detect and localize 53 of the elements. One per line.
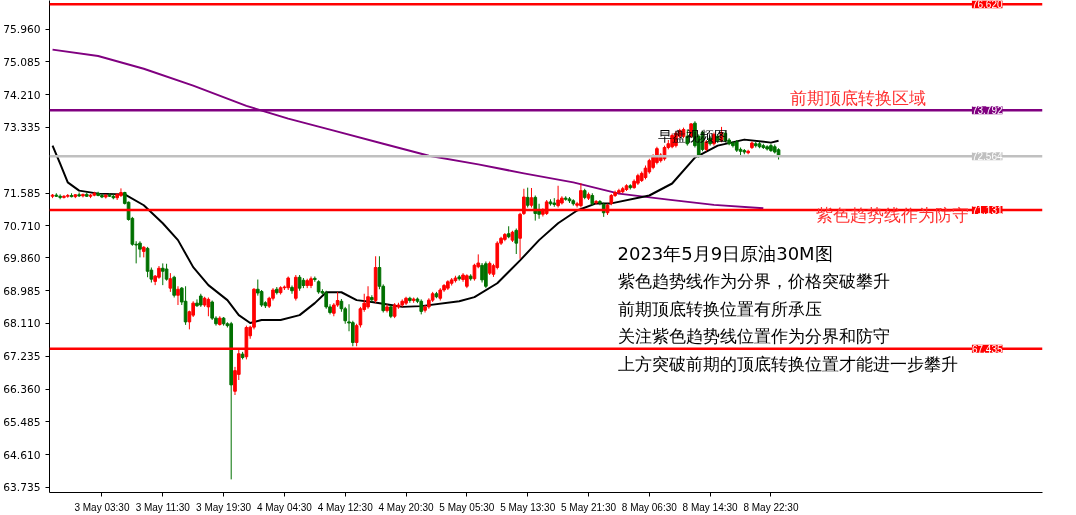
candlestick <box>195 298 199 308</box>
y-tick-label: 75.085 <box>3 55 41 69</box>
x-tick-label: 5 May 21:30 <box>560 501 617 513</box>
y-tick-label: 73.335 <box>3 121 41 135</box>
text: 前期顶底转换区域 <box>789 88 926 108</box>
candlestick <box>484 261 488 289</box>
y-tick-label: 69.860 <box>3 251 41 265</box>
candlestick <box>119 187 123 198</box>
x-tick-label: 8 May 22:30 <box>743 501 799 513</box>
x-tick-label: 5 May 05:30 <box>439 501 495 513</box>
y-tick-label: 67.235 <box>3 350 41 364</box>
x-tick-label: 4 May 12:30 <box>317 501 374 513</box>
x-tick-label: 3 May 03:30 <box>74 501 130 513</box>
y-tick-label: 70.710 <box>3 219 41 233</box>
x-tick-label: 8 May 14:30 <box>682 501 739 513</box>
annotation: 紫色趋势线作为防守 <box>815 205 969 225</box>
candlestick <box>514 228 519 255</box>
y-tick-label: 63.735 <box>3 481 41 495</box>
ref-line-label: 76.620 <box>971 0 1003 11</box>
candlestick <box>290 285 294 295</box>
annotation: 紫色趋势线作为分界，价格突破攀升 <box>617 271 890 291</box>
y-tick-label: 65.485 <box>3 415 41 429</box>
candlestick <box>594 199 598 205</box>
annotation: 上方突破前期的顶底转换位置才能进一步攀升 <box>617 354 958 374</box>
y-tick-label: 66.360 <box>3 383 41 396</box>
x-tick-label: 3 May 19:30 <box>196 501 252 513</box>
candlestick <box>480 262 484 283</box>
x-tick-label: 5 May 13:30 <box>500 501 556 513</box>
ref-line-label: 72.564 <box>971 151 1003 163</box>
y-tick-label: 71.585 <box>3 187 41 201</box>
candlestick <box>58 193 62 200</box>
y-tick-label: 75.960 <box>3 23 41 36</box>
annotation: 2023年5月9日原油30M图 <box>617 242 833 264</box>
ref-line-label: 71.131 <box>971 205 1003 217</box>
candlestick <box>293 274 298 301</box>
candlestick <box>366 285 370 310</box>
y-tick-label: 68.110 <box>3 317 41 331</box>
candlestick <box>172 275 177 298</box>
x-tick-label: 4 May 04:30 <box>256 501 313 513</box>
ref-line-label: 67.435 <box>971 343 1003 355</box>
x-tick-label: 8 May 06:30 <box>621 501 678 513</box>
ref-line-label: 73.792 <box>971 105 1003 117</box>
annotation: 前期顶底转换位置有所承压 <box>617 299 822 319</box>
x-tick-label: 3 May 11:30 <box>135 501 191 513</box>
annotation: 关注紫色趋势线位置作为分界和防守 <box>617 326 890 346</box>
candlestick <box>176 285 180 306</box>
y-tick-label: 64.610 <box>3 448 41 462</box>
x-tick-label: 4 May 20:30 <box>378 501 434 513</box>
candlestick <box>168 272 173 293</box>
candlestick <box>533 195 538 222</box>
y-tick-label: 68.985 <box>3 284 41 298</box>
y-tick-label: 74.210 <box>3 88 41 102</box>
candlestick <box>385 303 389 313</box>
